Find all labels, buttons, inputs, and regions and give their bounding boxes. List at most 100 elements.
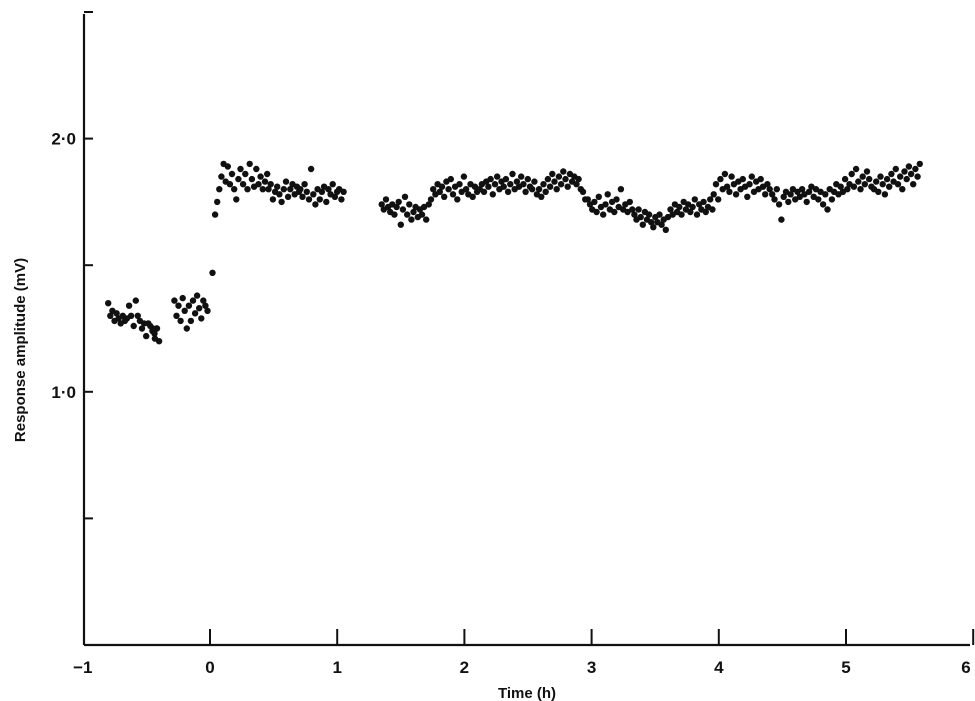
data-point	[564, 183, 571, 190]
data-point	[700, 198, 707, 206]
data-point	[544, 175, 552, 183]
data-point	[487, 175, 494, 183]
data-point	[746, 181, 753, 188]
data-point	[202, 302, 209, 309]
data-point	[732, 191, 740, 198]
y-tick-label: 2·0	[51, 130, 76, 149]
data-point	[404, 211, 411, 218]
data-point	[138, 325, 146, 332]
data-point	[702, 208, 709, 216]
data-point	[910, 181, 917, 188]
data-point	[301, 181, 308, 188]
data-point	[877, 173, 884, 180]
data-point	[261, 178, 269, 185]
data-point	[282, 178, 290, 185]
data-point	[553, 186, 560, 193]
data-point	[153, 325, 161, 332]
data-point	[844, 186, 851, 193]
data-point	[757, 175, 764, 183]
data-point	[378, 201, 385, 208]
x-tick-label: 5	[841, 658, 850, 677]
data-point	[593, 208, 600, 216]
data-point	[709, 206, 716, 213]
data-point	[886, 183, 893, 190]
data-point	[881, 191, 889, 198]
data-point	[216, 186, 223, 193]
data-point	[857, 186, 864, 193]
data-point	[307, 165, 315, 173]
data-point	[538, 193, 545, 200]
data-point	[259, 186, 266, 193]
data-point	[637, 213, 644, 221]
data-point	[183, 325, 190, 332]
data-point	[656, 211, 663, 218]
data-point	[873, 178, 880, 185]
y-axis-title: Response amplitude (mV)	[12, 258, 29, 442]
data-point	[892, 165, 899, 173]
data-point	[454, 196, 461, 203]
data-point	[269, 196, 277, 203]
data-point	[130, 322, 137, 330]
data-point	[617, 186, 625, 193]
data-point	[204, 307, 211, 314]
data-point	[773, 186, 780, 193]
data-point	[253, 165, 260, 173]
data-point	[687, 208, 694, 216]
data-point	[879, 181, 886, 188]
data-point	[518, 173, 525, 180]
data-point	[778, 216, 785, 223]
data-point	[639, 221, 646, 228]
data-point	[803, 198, 810, 206]
data-points	[105, 160, 923, 345]
data-point	[226, 181, 234, 188]
data-point	[257, 173, 264, 180]
data-point	[748, 173, 755, 180]
data-point	[211, 211, 219, 218]
data-point	[531, 178, 538, 185]
data-point	[423, 216, 430, 223]
data-point	[801, 191, 808, 198]
data-point	[173, 312, 180, 319]
data-point	[502, 175, 510, 183]
data-point	[425, 201, 432, 208]
data-point	[325, 186, 332, 193]
data-point	[852, 165, 860, 173]
data-point	[595, 193, 602, 200]
x-tick-label: 2	[460, 658, 469, 677]
data-point	[645, 211, 653, 218]
data-point	[613, 196, 620, 203]
data-point	[299, 193, 306, 200]
data-point	[662, 226, 669, 233]
data-point	[485, 183, 492, 190]
data-point	[218, 173, 225, 180]
data-point	[689, 203, 696, 211]
x-tick-label: 4	[714, 658, 724, 677]
data-point	[228, 170, 236, 178]
data-point	[901, 168, 908, 175]
data-point	[382, 196, 390, 203]
data-point	[267, 181, 274, 188]
data-point	[155, 338, 163, 345]
data-point	[471, 183, 479, 190]
data-point	[676, 203, 683, 211]
data-point	[107, 312, 114, 319]
data-point	[401, 193, 409, 200]
data-point	[469, 193, 476, 200]
data-point	[491, 181, 499, 188]
data-point	[916, 160, 923, 168]
data-point	[579, 188, 587, 195]
data-point	[824, 206, 831, 213]
data-point	[522, 188, 529, 195]
data-point	[445, 186, 452, 193]
data-point	[905, 163, 913, 170]
data-point	[274, 183, 281, 190]
data-point	[447, 175, 454, 183]
data-point	[766, 186, 773, 193]
data-point	[200, 297, 207, 304]
data-point	[303, 188, 310, 195]
data-point	[276, 191, 283, 198]
data-point	[667, 206, 674, 213]
data-point	[650, 224, 657, 231]
data-point	[214, 198, 221, 206]
